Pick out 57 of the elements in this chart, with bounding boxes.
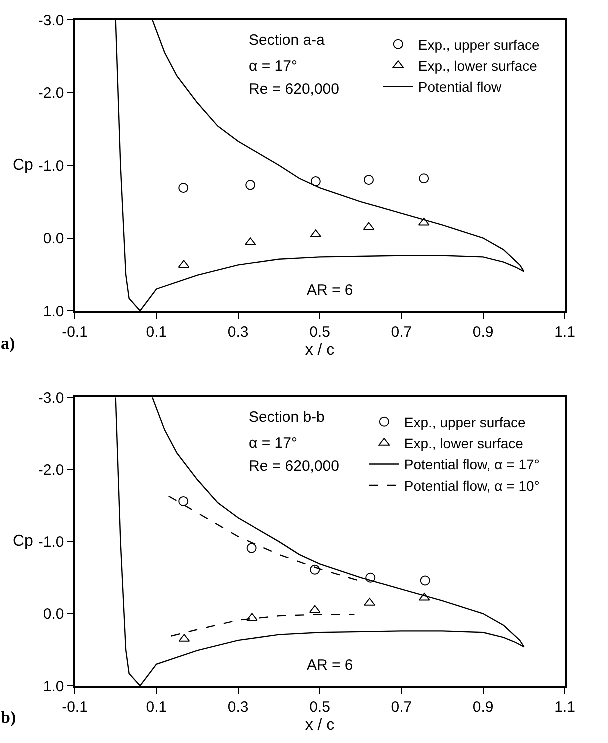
x-tick-label: 1.1 — [554, 324, 576, 341]
legend-label: Exp., upper surface — [404, 414, 526, 430]
legend-label: Potential flow, α = 10° — [404, 478, 540, 494]
x-tick-label: 1.1 — [554, 698, 576, 716]
legend-label: Exp., lower surface — [418, 58, 538, 74]
x-tick-label: 0.9 — [472, 324, 494, 341]
annotation: α = 17° — [249, 58, 298, 75]
text: a) — [1, 334, 16, 353]
point — [309, 605, 321, 614]
x-tick-label: -0.1 — [62, 698, 88, 716]
point — [366, 572, 376, 583]
y-axis-title: Cp — [13, 157, 34, 174]
point — [364, 175, 374, 186]
x-tick-label: -0.1 — [62, 324, 88, 341]
annotation: Re = 620,000 — [249, 458, 340, 475]
y-tick-label: -1.0 — [38, 158, 64, 175]
x-axis-title: x / c — [305, 342, 335, 359]
y-tick-label: 0.0 — [43, 230, 64, 248]
y-tick-label: -2.0 — [38, 85, 64, 102]
x-tick-label: 0.5 — [310, 324, 330, 341]
point — [178, 496, 189, 506]
point — [310, 176, 321, 187]
legend-label: Exp., lower surface — [404, 436, 524, 452]
annotation: Re = 620,000 — [249, 81, 340, 98]
annotation: Section a-a — [249, 32, 326, 49]
x-tick-label: 0.9 — [472, 698, 494, 716]
x-tick-label: 0.5 — [310, 698, 330, 716]
y-tick-label: -2.0 — [38, 462, 64, 479]
point — [363, 222, 375, 230]
x-tick-label: 0.1 — [146, 324, 168, 341]
point — [420, 576, 430, 586]
point — [178, 183, 189, 194]
point — [246, 180, 256, 190]
annotation: AR = 6 — [307, 282, 354, 299]
point — [310, 564, 320, 575]
x-tick-label: 0.7 — [391, 324, 412, 341]
y-tick-label: -1.0 — [38, 534, 64, 552]
legend-label: Exp., upper surface — [418, 36, 540, 53]
annotation: AR = 6 — [307, 657, 354, 674]
y-tick-label: -3.0 — [38, 12, 64, 30]
annotation: Section b-b — [249, 409, 325, 426]
y-tick-label: -3.0 — [38, 390, 64, 407]
x-axis-title: x / c — [305, 716, 335, 734]
y-tick-label: 1.0 — [43, 678, 64, 696]
y-tick-label: 1.0 — [43, 303, 64, 320]
point — [246, 543, 257, 554]
legend-label: Potential flow, α = 17° — [404, 456, 540, 473]
x-tick-label: 0.1 — [146, 698, 168, 716]
x-tick-label: 0.3 — [228, 698, 249, 716]
x-tick-label: 0.3 — [228, 324, 249, 341]
y-tick-label: 0.0 — [43, 606, 64, 624]
y-axis-title: Cp — [13, 533, 34, 550]
point — [419, 174, 430, 184]
legend-label: Potential flow — [418, 79, 503, 96]
text: b) — [1, 708, 16, 727]
x-tick-label: 0.7 — [391, 698, 412, 716]
annotation: α = 17° — [249, 435, 298, 452]
